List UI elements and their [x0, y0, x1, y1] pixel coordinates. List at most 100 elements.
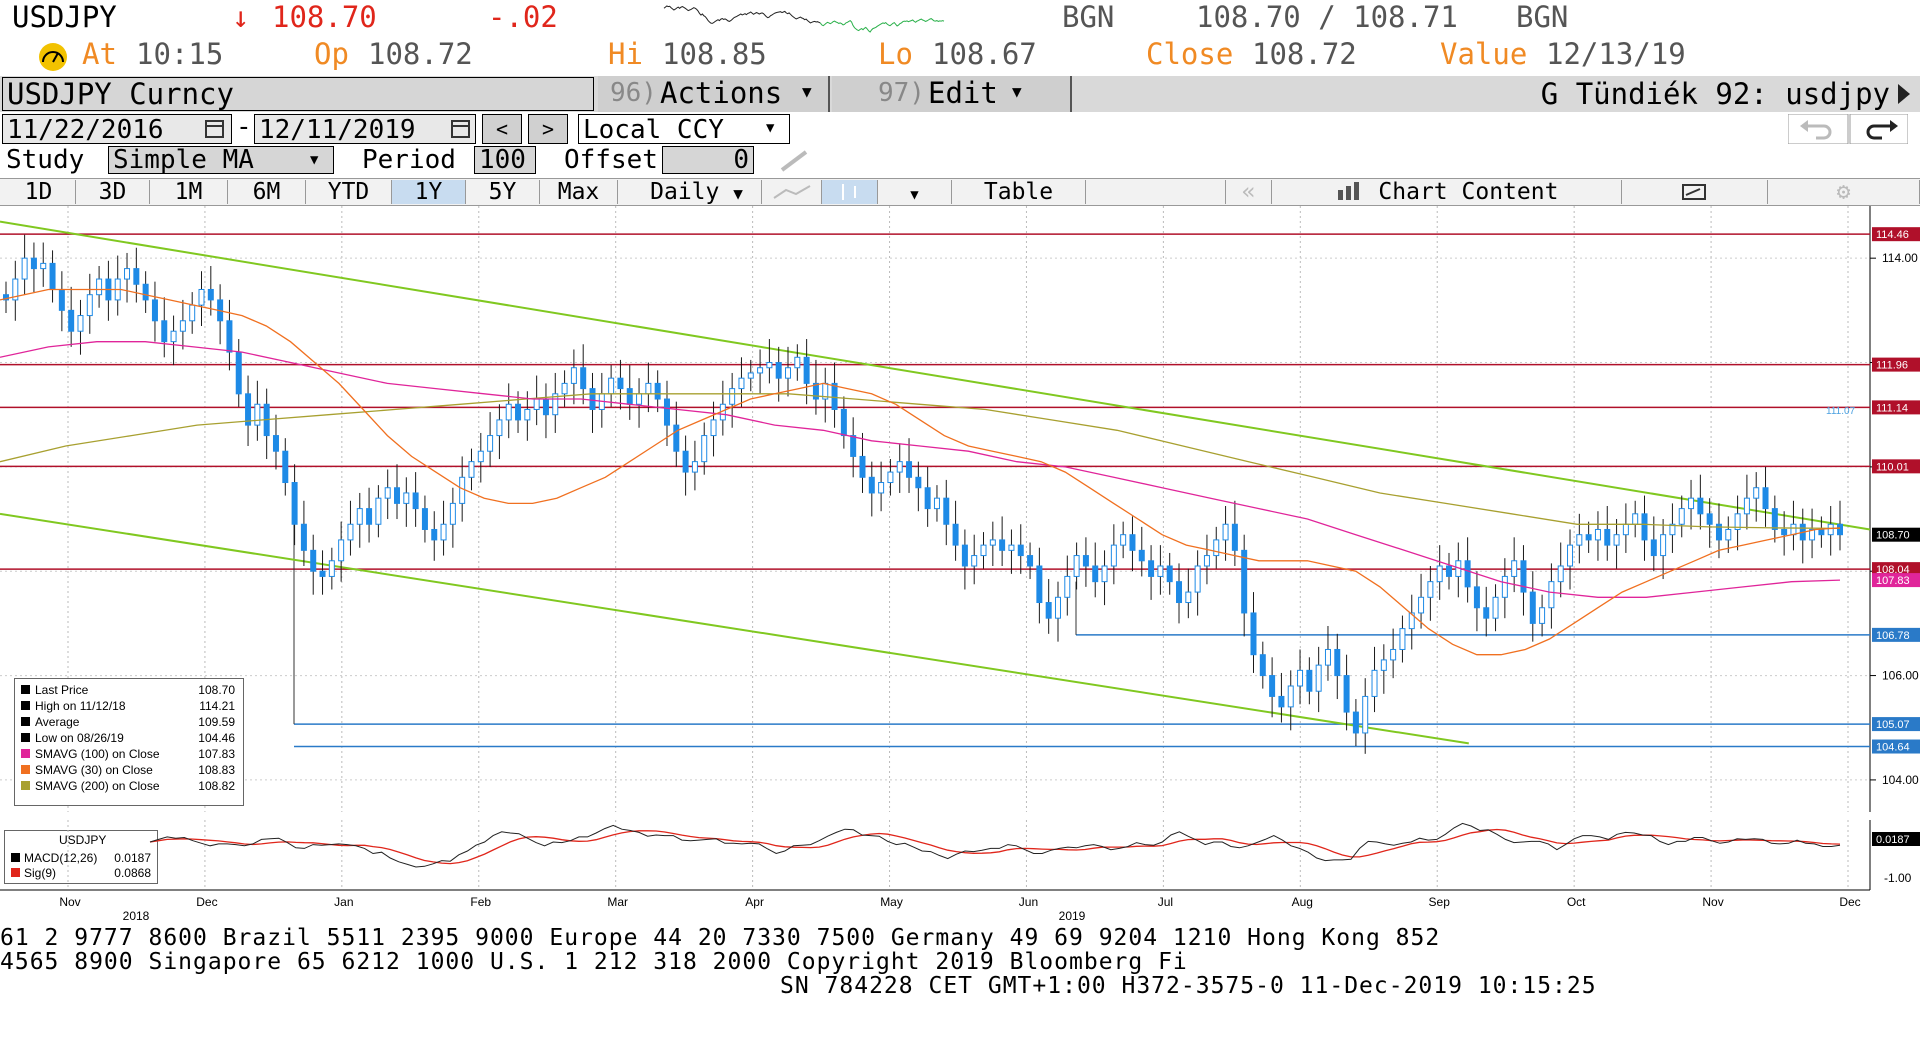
macd-pane[interactable]: 0.0187 -1.00 Nov Dec Jan Feb Mar Apr May Jun Jul Au… [0, 820, 1920, 920]
calendar-icon[interactable] [204, 118, 226, 140]
currency-select[interactable]: Local CCY [578, 114, 790, 145]
legend-value: 104.46 [198, 731, 235, 745]
legend-swatch [21, 733, 30, 742]
collapse-icon[interactable] [1894, 82, 1914, 106]
settings-button[interactable]: ⚙ [1768, 180, 1920, 204]
open-label: Op [314, 37, 349, 71]
chart-type-dropdown[interactable]: ▼ [878, 180, 952, 204]
speedometer-icon[interactable] [36, 42, 70, 72]
candle-body [21, 257, 28, 280]
candle-body [1725, 528, 1732, 541]
legend-label: Average [35, 715, 80, 729]
candle-body [1408, 612, 1415, 630]
candle-body [1743, 497, 1750, 515]
candle-body [1399, 628, 1406, 650]
legend-label: Last Price [35, 683, 89, 697]
candle-body [636, 393, 643, 405]
candle-body [133, 268, 140, 285]
end-date-input[interactable]: 12/11/2019 [254, 114, 476, 145]
offset-input[interactable]: 0 [662, 146, 754, 174]
candle-body [859, 455, 866, 478]
source-1: BGN [1062, 0, 1115, 34]
edit-chart-button[interactable] [1622, 180, 1768, 204]
period-button-1d[interactable]: 1D [2, 180, 76, 204]
sparkline-history [663, 5, 821, 24]
candle-body [896, 461, 903, 473]
period-button-5y[interactable]: 5Y [466, 180, 540, 204]
level-badge [1872, 627, 1920, 642]
candle-body [1473, 586, 1480, 609]
x-tick-label: Feb [470, 895, 491, 909]
legend-row: Low on 08/26/19 104.46 [21, 731, 235, 745]
price-badge [1872, 573, 1920, 588]
candle-body [570, 367, 577, 384]
candle-body [1138, 549, 1145, 562]
line-chart-button[interactable] [762, 180, 822, 204]
candle-body [1297, 669, 1304, 687]
security-field[interactable]: USDJPY Curncy [2, 77, 594, 111]
chart-content-button[interactable]: Chart Content [1272, 180, 1622, 204]
candle-body [1641, 513, 1648, 541]
candle-body [952, 523, 959, 546]
candle-body [989, 539, 996, 546]
value-date: 12/13/19 [1546, 37, 1686, 71]
candle-body [766, 362, 773, 369]
bar-chart-button[interactable] [822, 180, 878, 204]
sparkline [663, 5, 945, 33]
candle-body [431, 528, 438, 541]
footer-contacts-1: 61 2 9777 8600 Brazil 5511 2395 9000 Eur… [0, 925, 1441, 951]
period-button-max[interactable]: Max [540, 180, 618, 204]
candle-body [533, 398, 540, 410]
candle-body [1576, 534, 1583, 546]
candle-body [1036, 565, 1043, 604]
chart-content-label: Chart Content [1378, 179, 1559, 205]
start-date-input[interactable]: 11/22/2016 [2, 114, 232, 145]
next-button[interactable]: > [528, 114, 568, 144]
study-select[interactable]: Simple MA [108, 146, 334, 174]
candle-body [1660, 534, 1667, 557]
period-button-3d[interactable]: 3D [76, 180, 150, 204]
candle-body [626, 388, 633, 405]
level-badge [1872, 459, 1920, 474]
candle-body [189, 304, 196, 322]
period-button-1m[interactable]: 1M [150, 180, 228, 204]
pencil-icon[interactable] [778, 148, 812, 174]
price-chart[interactable]: 114.00112.00110.00108.00106.00104.00114.… [0, 206, 1920, 812]
edit-menu[interactable]: 97) Edit ▼ [832, 76, 1072, 112]
candle-body [300, 523, 307, 551]
calendar-icon[interactable] [450, 118, 472, 140]
period-label: Period [362, 145, 456, 175]
study-value: Simple MA [113, 145, 254, 175]
candle-body [124, 268, 131, 280]
period-button-1y[interactable]: 1Y [392, 180, 466, 204]
candle-body [1194, 565, 1201, 593]
frequency-value: Daily [650, 179, 720, 205]
period-button-6m[interactable]: 6M [228, 180, 306, 204]
price-change: -.02 [488, 0, 558, 34]
frequency-select[interactable]: Daily ▼ [632, 180, 762, 204]
candle-body [812, 382, 819, 400]
actions-menu[interactable]: 96) Actions ▼ [598, 76, 830, 112]
legend-value: 0.0187 [114, 851, 151, 865]
period-button-ytd[interactable]: YTD [306, 180, 392, 204]
candle-body [1613, 534, 1620, 546]
period-input[interactable]: 100 [474, 146, 536, 174]
table-button[interactable]: Table [952, 180, 1086, 204]
candle-body [1418, 596, 1425, 614]
candle-body [1092, 565, 1099, 583]
legend-value: 107.83 [198, 747, 235, 761]
candle-body [1073, 555, 1080, 577]
previous-button[interactable]: < [482, 114, 522, 144]
footer-session: SN 784228 CET GMT+1:00 H372-3575-0 11-De… [780, 973, 1597, 999]
legend-swatch [21, 781, 30, 790]
legend-row: SMAVG (100) on Close 107.83 [21, 747, 235, 761]
chart-content-icon [1337, 182, 1359, 200]
candle-body [729, 388, 736, 405]
candle-body [1027, 555, 1034, 567]
candle-body [487, 435, 494, 452]
at-value: 10:15 [136, 37, 224, 71]
candle-body [179, 320, 186, 332]
collapse-left-icon[interactable]: « [1226, 180, 1272, 204]
level-badge-label: 111.96 [1876, 360, 1908, 372]
candle-body [291, 482, 298, 525]
